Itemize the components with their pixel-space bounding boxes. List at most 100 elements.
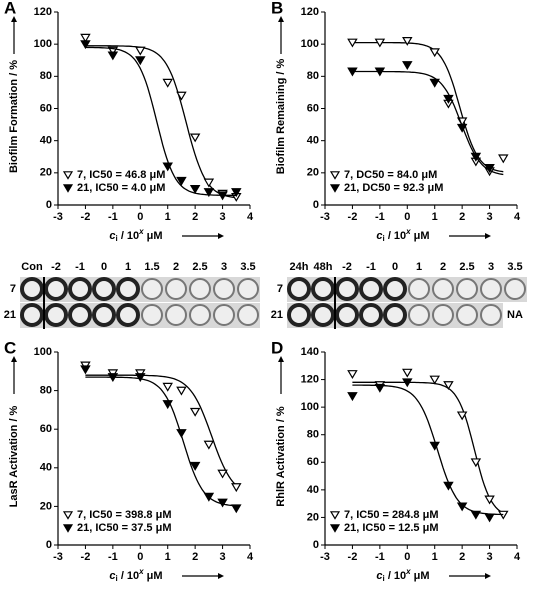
legend-label: 7, DC50 = 84.0 μM xyxy=(344,169,437,181)
x-axis-label: ci / 10x μM xyxy=(109,567,162,583)
y-tick-label: 100 xyxy=(301,38,319,50)
x-label-part: c xyxy=(376,570,382,582)
well xyxy=(68,277,92,301)
na-label: NA xyxy=(507,309,523,321)
data-point xyxy=(456,502,468,512)
legend-label: 21, IC50 = 4.0 μM xyxy=(77,182,165,194)
legend-marker xyxy=(329,171,341,180)
y-label-arrowhead xyxy=(278,16,284,22)
well xyxy=(189,304,211,326)
data-point xyxy=(189,184,201,194)
legend-marker xyxy=(62,524,74,533)
well-column-label: -2 xyxy=(51,261,61,273)
x-tick-label: 0 xyxy=(404,551,410,563)
y-tick-label: 120 xyxy=(301,6,319,18)
y-tick-label: 60 xyxy=(307,102,319,114)
well xyxy=(504,278,526,300)
y-tick-label: 0 xyxy=(46,539,52,551)
y-tick-label: 120 xyxy=(34,6,52,18)
x-label-part: i xyxy=(383,574,385,583)
x-tick-label: 4 xyxy=(514,211,521,223)
x-tick-label: 0 xyxy=(137,211,143,223)
x-tick-label: -2 xyxy=(348,551,358,563)
well-column-label: 1 xyxy=(416,261,422,273)
y-tick-label: 40 xyxy=(40,462,52,474)
legend-marker xyxy=(329,184,341,193)
well xyxy=(311,277,335,301)
well-column-label: 2 xyxy=(173,261,179,273)
x-label-part: x xyxy=(405,227,411,236)
legend-label: 7, IC50 = 46.8 μM xyxy=(77,169,165,181)
x-tick-label: -2 xyxy=(81,211,91,223)
x-label-part: i xyxy=(116,234,118,243)
data-point xyxy=(347,38,358,48)
y-tick-label: 60 xyxy=(40,102,52,114)
x-label-part: / 10 xyxy=(118,570,139,582)
x-tick-label: 2 xyxy=(459,211,465,223)
data-point xyxy=(429,441,440,451)
well xyxy=(287,303,311,327)
well xyxy=(432,278,454,300)
data-point xyxy=(374,67,386,77)
data-point xyxy=(217,469,228,479)
data-point xyxy=(484,513,495,523)
fit-curve xyxy=(352,381,504,514)
y-tick-label: 20 xyxy=(40,167,52,179)
data-point xyxy=(470,458,482,468)
legend-label: 21, IC50 = 12.5 μM xyxy=(344,522,438,534)
y-tick-label: 40 xyxy=(40,135,52,147)
data-point xyxy=(217,498,228,508)
well-column-label: -1 xyxy=(75,261,85,273)
data-point xyxy=(189,133,201,143)
data-point xyxy=(402,61,413,71)
well-row-label: 7 xyxy=(277,283,283,295)
well-row-label: 21 xyxy=(4,309,16,321)
data-point xyxy=(470,510,482,520)
well xyxy=(44,303,68,327)
data-point xyxy=(189,461,201,471)
y-tick-label: 100 xyxy=(301,401,319,413)
x-label-arrowhead xyxy=(218,233,224,239)
x-tick-label: 2 xyxy=(192,551,198,563)
x-tick-label: 4 xyxy=(247,551,254,563)
well-column-label: 3 xyxy=(488,261,494,273)
data-point xyxy=(374,383,386,393)
well xyxy=(383,303,407,327)
well xyxy=(68,303,92,327)
x-label-part: i xyxy=(116,574,118,583)
well-column-label: 3.5 xyxy=(507,261,522,273)
well xyxy=(311,303,335,327)
well-column-label: 24h xyxy=(290,261,309,273)
well xyxy=(432,304,454,326)
y-tick-label: 60 xyxy=(307,456,319,468)
data-point xyxy=(429,78,440,88)
legend-marker xyxy=(329,511,341,520)
fit-curve xyxy=(85,46,237,196)
x-label-part: / 10 xyxy=(385,570,406,582)
x-label-arrowhead xyxy=(485,573,491,579)
well-column-label: 0 xyxy=(101,261,107,273)
y-tick-label: 60 xyxy=(40,423,52,435)
x-label-arrowhead xyxy=(218,573,224,579)
legend-marker xyxy=(62,511,74,520)
data-point xyxy=(374,38,386,48)
x-tick-label: -1 xyxy=(375,211,385,223)
x-tick-label: 3 xyxy=(220,211,226,223)
x-tick-label: 2 xyxy=(192,211,198,223)
well xyxy=(408,278,430,300)
well xyxy=(213,304,235,326)
x-tick-label: -1 xyxy=(108,211,118,223)
y-tick-label: 100 xyxy=(34,38,52,50)
fit-curve xyxy=(352,41,504,173)
well xyxy=(189,278,211,300)
x-tick-label: 1 xyxy=(165,551,171,563)
legend-label: 21, IC50 = 37.5 μM xyxy=(77,522,171,534)
data-point xyxy=(402,378,413,388)
data-point xyxy=(107,373,119,383)
x-label-part: x xyxy=(138,567,144,576)
data-point xyxy=(484,495,495,505)
data-point xyxy=(456,411,468,421)
data-point xyxy=(347,392,358,402)
y-axis-label: LasR Activation / % xyxy=(8,405,20,507)
